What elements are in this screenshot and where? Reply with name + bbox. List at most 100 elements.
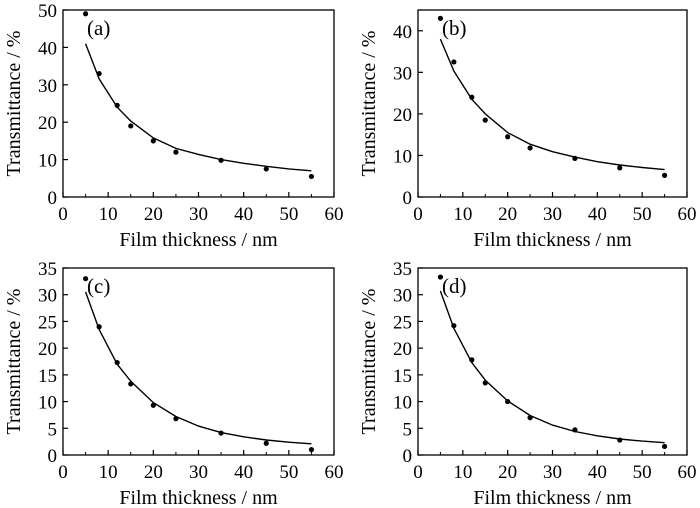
data-point bbox=[617, 165, 623, 171]
panel-label: (b) bbox=[442, 16, 467, 40]
fit-curve bbox=[84, 43, 312, 172]
data-point bbox=[263, 166, 269, 172]
x-tick-label: 30 bbox=[543, 462, 562, 483]
y-tick-label: 25 bbox=[393, 312, 412, 333]
x-tick-label: 50 bbox=[279, 204, 298, 225]
x-axis-title: Film thickness / nm bbox=[119, 229, 278, 251]
x-tick-label: 40 bbox=[588, 204, 607, 225]
x-tick-label: 0 bbox=[413, 462, 423, 483]
y-tick-label: 0 bbox=[48, 446, 58, 467]
data-point bbox=[150, 402, 156, 408]
data-point bbox=[527, 415, 533, 421]
x-tick-label: 0 bbox=[58, 204, 68, 225]
data-point bbox=[150, 138, 156, 144]
data-point bbox=[263, 440, 269, 446]
data-point bbox=[82, 276, 89, 282]
x-tick-label: 50 bbox=[279, 462, 298, 483]
data-point bbox=[572, 427, 578, 433]
data-point bbox=[308, 173, 315, 180]
y-tick-label: 10 bbox=[38, 151, 57, 172]
y-tick-label: 20 bbox=[393, 339, 412, 360]
fit-curve bbox=[84, 291, 312, 445]
data-point bbox=[96, 70, 102, 77]
x-tick-label: 40 bbox=[234, 462, 253, 483]
y-tick-label: 50 bbox=[38, 1, 57, 22]
y-tick-label: 15 bbox=[393, 366, 412, 387]
data-point bbox=[218, 430, 224, 436]
data-point bbox=[661, 172, 668, 178]
x-tick-label: 40 bbox=[234, 204, 253, 225]
y-tick-label: 20 bbox=[38, 113, 57, 134]
y-tick-label: 30 bbox=[38, 286, 57, 307]
x-axis-title: Film thickness / nm bbox=[473, 229, 632, 251]
data-point bbox=[128, 123, 134, 129]
y-tick-label: 0 bbox=[403, 446, 413, 467]
x-tick-label: 10 bbox=[453, 462, 472, 483]
x-tick-label: 50 bbox=[633, 462, 652, 483]
x-tick-label: 30 bbox=[189, 462, 208, 483]
x-tick-label: 0 bbox=[413, 204, 423, 225]
x-tick-label: 30 bbox=[543, 204, 562, 225]
data-point bbox=[617, 437, 623, 443]
x-tick-label: 60 bbox=[678, 204, 697, 225]
y-tick-label: 0 bbox=[48, 188, 58, 209]
y-tick-label: 25 bbox=[38, 312, 57, 333]
data-point bbox=[505, 134, 511, 140]
panel-b: 0 10 20 30 40 50 60 0 10 20 30 40 Film thickness / n… bbox=[358, 9, 697, 251]
data-point bbox=[451, 323, 457, 329]
x-axis-title: Film thickness / nm bbox=[119, 487, 278, 508]
data-point bbox=[661, 443, 668, 450]
x-tick-label: 50 bbox=[633, 204, 652, 225]
y-tick-label: 5 bbox=[403, 419, 413, 440]
x-tick-label: 40 bbox=[588, 462, 607, 483]
data-point bbox=[128, 381, 134, 387]
data-point bbox=[527, 145, 533, 151]
y-axis-title: Transmittance / % bbox=[358, 31, 380, 177]
x-tick-label: 10 bbox=[99, 462, 118, 483]
y-tick-label: 10 bbox=[393, 146, 412, 167]
x-tick-label: 20 bbox=[498, 204, 517, 225]
panel-label: (d) bbox=[442, 274, 467, 298]
panel-c: 0 10 20 30 40 50 60 0 5 10 15 20 25 30 35 Film thicknes… bbox=[3, 259, 344, 508]
data-point bbox=[114, 102, 120, 108]
data-point bbox=[469, 357, 475, 363]
y-tick-label: 15 bbox=[38, 366, 57, 387]
data-point bbox=[308, 447, 315, 453]
y-tick-label: 40 bbox=[38, 38, 57, 59]
x-tick-label: 10 bbox=[453, 204, 472, 225]
data-point bbox=[173, 416, 179, 422]
y-axis-title: Transmittance / % bbox=[3, 289, 25, 435]
data-point bbox=[482, 117, 488, 123]
y-tick-label: 5 bbox=[48, 419, 58, 440]
panel-d: 0 10 20 30 40 50 60 0 5 10 15 20 25 30 35 Film thicknes… bbox=[358, 259, 697, 508]
data-point bbox=[572, 155, 578, 161]
x-tick-label: 20 bbox=[144, 462, 163, 483]
x-tick-label: 60 bbox=[325, 204, 344, 225]
y-axis-title: Transmittance / % bbox=[3, 31, 25, 177]
x-tick-label: 20 bbox=[144, 204, 163, 225]
x-tick-label: 20 bbox=[498, 462, 517, 483]
x-tick-label: 0 bbox=[58, 462, 68, 483]
data-point bbox=[82, 11, 89, 17]
y-tick-label: 20 bbox=[393, 105, 412, 126]
data-point bbox=[505, 398, 511, 405]
data-point bbox=[451, 59, 457, 65]
x-tick-label: 10 bbox=[99, 204, 118, 225]
fit-curve bbox=[439, 38, 665, 171]
fit-curve bbox=[439, 290, 665, 444]
y-tick-label: 20 bbox=[38, 339, 57, 360]
x-tick-label: 30 bbox=[189, 204, 208, 225]
data-point bbox=[173, 149, 179, 155]
y-tick-label: 30 bbox=[393, 286, 412, 307]
x-tick-label: 60 bbox=[325, 462, 344, 483]
data-point bbox=[96, 324, 102, 330]
y-tick-label: 0 bbox=[403, 188, 413, 209]
x-tick-label: 60 bbox=[678, 462, 697, 483]
y-tick-label: 35 bbox=[393, 259, 412, 280]
y-axis-title: Transmittance / % bbox=[358, 289, 380, 435]
data-point bbox=[482, 380, 488, 386]
data-point bbox=[437, 15, 444, 21]
data-point bbox=[114, 359, 120, 366]
y-tick-label: 10 bbox=[393, 393, 412, 414]
